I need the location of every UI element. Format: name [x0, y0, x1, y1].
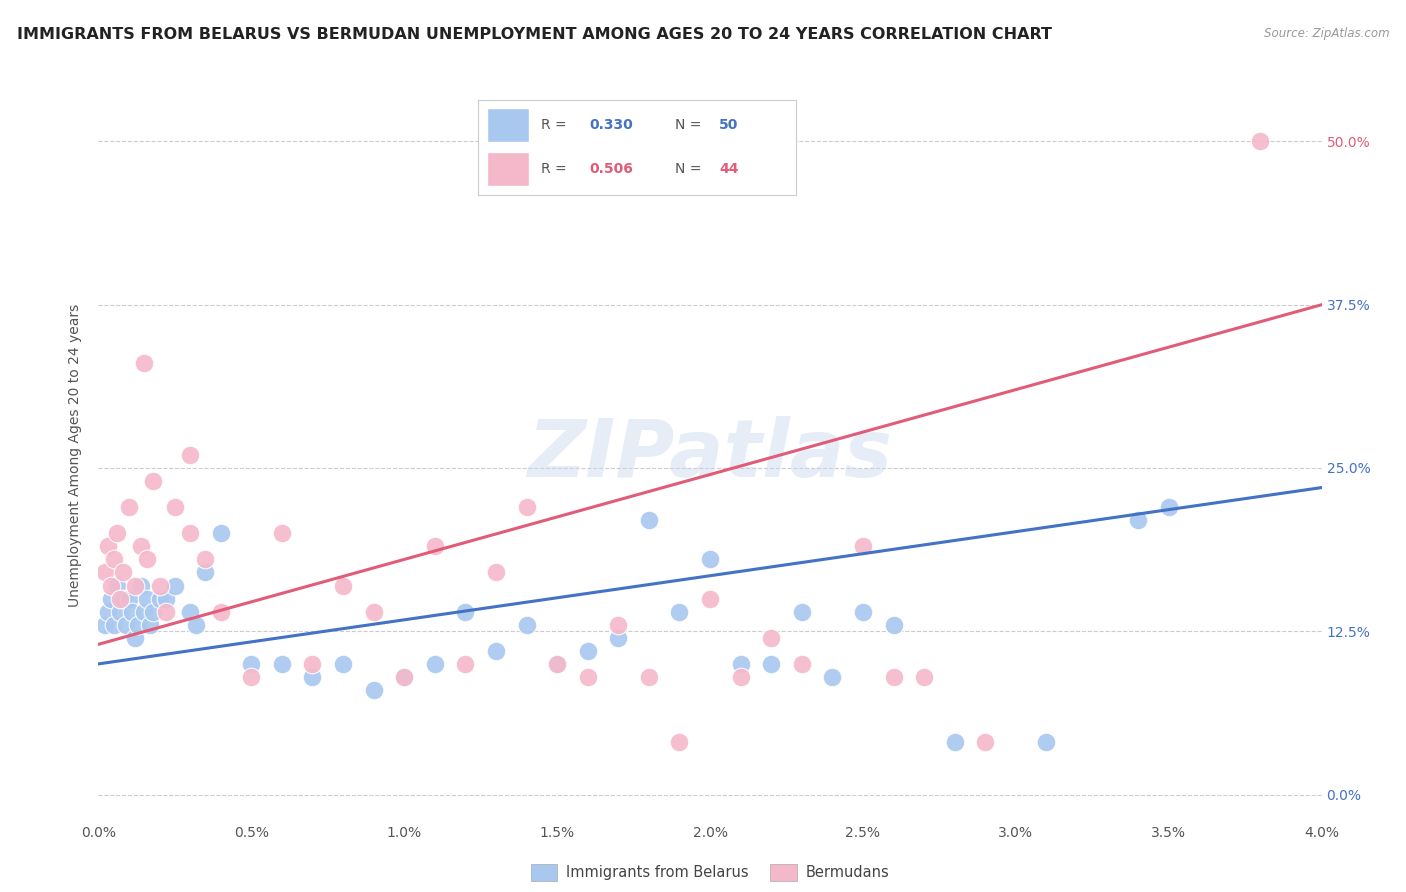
Point — [100, 578, 122, 592]
Text: ZIPatlas: ZIPatlas — [527, 416, 893, 494]
Point — [576, 644, 599, 658]
Point — [209, 605, 232, 619]
Point — [363, 605, 385, 619]
Point — [454, 605, 477, 619]
Point — [134, 605, 156, 619]
Point — [637, 670, 661, 684]
Point — [668, 605, 690, 619]
Point — [852, 605, 875, 619]
Point — [105, 578, 128, 592]
Point — [912, 670, 935, 684]
Text: Source: ZipAtlas.com: Source: ZipAtlas.com — [1264, 27, 1389, 40]
Point — [301, 670, 323, 684]
Point — [270, 657, 294, 671]
Point — [111, 591, 134, 606]
Point — [516, 500, 538, 515]
Point — [883, 617, 905, 632]
Point — [209, 526, 232, 541]
Point — [179, 448, 201, 462]
Legend: Immigrants from Belarus, Bermudans: Immigrants from Belarus, Bermudans — [524, 858, 896, 887]
Point — [115, 617, 138, 632]
Point — [485, 566, 508, 580]
Point — [149, 591, 172, 606]
Point — [423, 539, 446, 553]
Point — [194, 566, 217, 580]
Point — [163, 578, 186, 592]
Point — [179, 526, 201, 541]
Point — [607, 631, 630, 645]
Point — [1128, 513, 1150, 527]
Point — [821, 670, 844, 684]
Point — [790, 657, 813, 671]
Point — [136, 591, 159, 606]
Point — [124, 631, 146, 645]
Point — [100, 591, 122, 606]
Point — [108, 591, 131, 606]
Point — [103, 617, 125, 632]
Point — [129, 578, 152, 592]
Point — [730, 657, 752, 671]
Point — [730, 670, 752, 684]
Point — [108, 605, 131, 619]
Point — [668, 735, 690, 749]
Point — [759, 657, 782, 671]
Point — [423, 657, 446, 671]
Point — [111, 566, 134, 580]
Point — [93, 617, 115, 632]
Point — [607, 617, 630, 632]
Point — [332, 657, 354, 671]
Point — [392, 670, 416, 684]
Point — [155, 605, 177, 619]
Point — [1035, 735, 1057, 749]
Point — [149, 578, 172, 592]
Point — [194, 552, 217, 566]
Point — [392, 670, 416, 684]
Point — [576, 670, 599, 684]
Point — [546, 657, 568, 671]
Point — [103, 552, 125, 566]
Point — [93, 566, 115, 580]
Point — [129, 539, 152, 553]
Point — [121, 605, 143, 619]
Point — [105, 526, 128, 541]
Point — [454, 657, 477, 671]
Point — [186, 617, 208, 632]
Point — [759, 631, 782, 645]
Point — [134, 356, 156, 371]
Point — [97, 605, 120, 619]
Point — [124, 578, 146, 592]
Point — [142, 605, 165, 619]
Point — [179, 605, 201, 619]
Point — [301, 657, 323, 671]
Point — [363, 683, 385, 698]
Point — [699, 552, 721, 566]
Point — [1157, 500, 1180, 515]
Point — [270, 526, 294, 541]
Point — [118, 500, 141, 515]
Point — [142, 474, 165, 488]
Point — [127, 617, 149, 632]
Point — [637, 513, 661, 527]
Point — [790, 605, 813, 619]
Point — [97, 539, 120, 553]
Point — [546, 657, 568, 671]
Point — [883, 670, 905, 684]
Point — [699, 591, 721, 606]
Point — [974, 735, 997, 749]
Y-axis label: Unemployment Among Ages 20 to 24 years: Unemployment Among Ages 20 to 24 years — [69, 303, 83, 607]
Point — [118, 591, 141, 606]
Text: IMMIGRANTS FROM BELARUS VS BERMUDAN UNEMPLOYMENT AMONG AGES 20 TO 24 YEARS CORRE: IMMIGRANTS FROM BELARUS VS BERMUDAN UNEM… — [17, 27, 1052, 42]
Point — [1249, 135, 1271, 149]
Point — [136, 552, 159, 566]
Point — [943, 735, 966, 749]
Point — [332, 578, 354, 592]
Point — [139, 617, 162, 632]
Point — [240, 657, 263, 671]
Point — [155, 591, 177, 606]
Point — [852, 539, 875, 553]
Point — [240, 670, 263, 684]
Point — [516, 617, 538, 632]
Point — [485, 644, 508, 658]
Point — [163, 500, 186, 515]
